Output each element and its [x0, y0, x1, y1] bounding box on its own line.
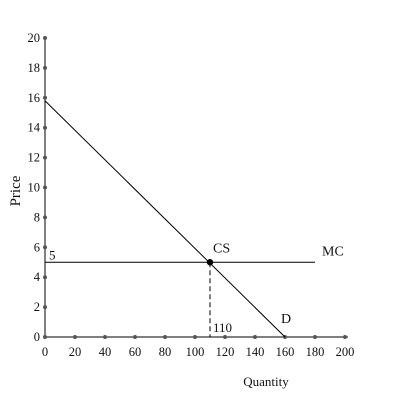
labels: Price Quantity D MC CS 5 110: [8, 175, 344, 389]
x-tick-mark: [73, 335, 77, 339]
y-tick-mark: [43, 125, 47, 130]
x-tick-label: 100: [186, 345, 205, 359]
point-label-cs: CS: [213, 241, 230, 256]
annotation-quantity-110: 110: [213, 320, 232, 335]
x-tick-label: 120: [216, 345, 235, 359]
x-tick-mark: [163, 335, 167, 339]
y-tick-mark: [43, 305, 47, 310]
y-tick-label: 20: [28, 31, 41, 45]
y-tick-mark: [43, 65, 47, 70]
y-tick-label: 8: [34, 210, 40, 224]
y-tick-mark: [43, 335, 47, 339]
series: [44, 100, 315, 338]
y-tick-mark: [43, 245, 47, 250]
x-tick-mark: [223, 335, 227, 339]
x-tick-label: 40: [99, 345, 112, 359]
y-tick-label: 10: [28, 181, 41, 195]
equilibrium-point: [206, 259, 214, 266]
x-tick-mark: [103, 335, 107, 339]
y-tick-mark: [43, 36, 47, 40]
x-tick-mark: [133, 335, 137, 339]
x-tick-mark: [343, 335, 347, 339]
y-tick-label: 12: [28, 151, 41, 165]
y-tick-label: 14: [28, 121, 41, 135]
x-tick-label: 80: [159, 345, 172, 359]
x-tick-label: 180: [306, 345, 325, 359]
x-tick-label: 160: [276, 345, 295, 359]
series-label-mc: MC: [322, 244, 344, 259]
x-tick-mark: [313, 335, 317, 339]
x-tick-label: 20: [69, 345, 82, 359]
y-tick-label: 4: [34, 270, 41, 284]
axes: [44, 36, 348, 338]
x-tick-label: 60: [129, 345, 142, 359]
y-tick-label: 0: [34, 330, 40, 344]
x-tick-label: 200: [336, 345, 355, 359]
y-tick-label: 2: [34, 300, 40, 314]
y-tick-mark: [43, 215, 47, 220]
y-tick-label: 18: [28, 61, 41, 75]
x-tick-mark: [193, 335, 197, 339]
x-tick-mark: [253, 335, 257, 339]
x-tick-label: 140: [246, 345, 265, 359]
series-label-d: D: [281, 312, 291, 327]
series-line-d: [44, 100, 286, 338]
y-tick-mark: [43, 185, 47, 190]
y-tick-label: 6: [34, 240, 40, 254]
y-tick-mark: [43, 275, 47, 280]
annotation-price-5: 5: [49, 247, 56, 262]
x-axis-title: Quantity: [243, 374, 289, 389]
y-tick-label: 16: [28, 91, 41, 105]
x-tick-label: 0: [42, 345, 48, 359]
y-tick-mark: [43, 155, 47, 160]
y-axis-title: Price: [8, 175, 24, 206]
y-tick-mark: [43, 95, 47, 100]
